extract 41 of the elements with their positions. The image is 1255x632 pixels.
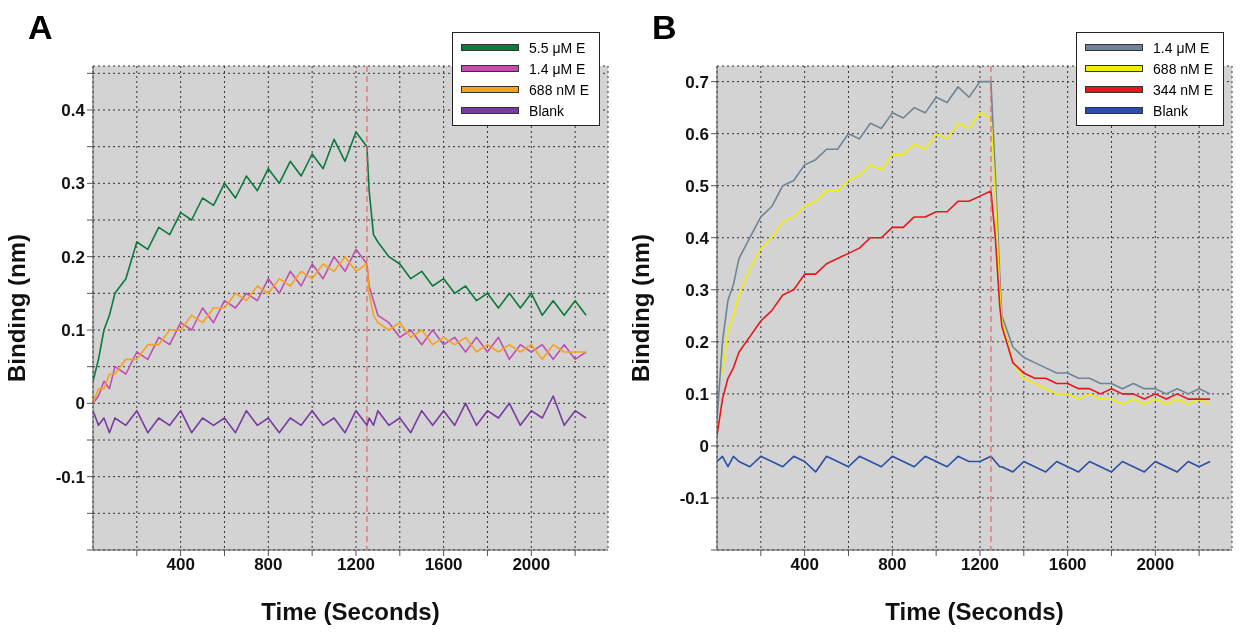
legend-label: 1.4 μM E xyxy=(1153,39,1210,56)
y-tick-label: 0.3 xyxy=(61,174,85,194)
y-tick-label: 0.5 xyxy=(685,176,709,196)
y-tick-label: -0.1 xyxy=(679,488,709,508)
x-tick-label: 1200 xyxy=(961,555,999,575)
y-tick-label: 0.7 xyxy=(685,72,709,92)
y-tick-label: 0.4 xyxy=(685,228,710,248)
x-tick-label: 1200 xyxy=(337,555,375,575)
line-series xyxy=(717,455,1211,473)
y-axis-title: Binding (nm) xyxy=(626,234,654,382)
legend-label: 344 nM E xyxy=(1153,81,1213,98)
legend-label: Blank xyxy=(529,102,565,119)
y-tick-label: 0.4 xyxy=(61,101,86,121)
legend-label: 688 nM E xyxy=(1153,60,1213,77)
y-tick-label: 0 xyxy=(699,436,709,456)
chart-title: A xyxy=(28,8,53,47)
legend-label: 688 nM E xyxy=(529,81,589,98)
legend-label: 1.4 μM E xyxy=(529,60,586,77)
y-tick-label: 0.2 xyxy=(61,247,85,267)
x-tick-label: 1600 xyxy=(1048,555,1087,575)
legend-label: Blank xyxy=(1153,102,1189,119)
y-axis-title: Binding (nm) xyxy=(2,234,30,382)
x-tick-label: 2000 xyxy=(512,555,551,575)
x-axis-title: Time (Seconds) xyxy=(261,598,440,625)
x-tick-label: 1600 xyxy=(424,555,463,575)
y-tick-label: 0.1 xyxy=(61,321,85,341)
line-series xyxy=(93,395,587,434)
x-tick-label: 800 xyxy=(878,555,907,575)
chart-title: B xyxy=(652,8,677,47)
x-axis-title: Time (Seconds) xyxy=(885,598,1064,625)
x-tick-label: 400 xyxy=(166,555,195,575)
y-tick-label: -0.1 xyxy=(55,467,85,487)
y-tick-label: 0.3 xyxy=(685,280,709,300)
y-tick-label: 0 xyxy=(75,394,85,414)
legend-label: 5.5 μM E xyxy=(529,39,586,56)
x-tick-label: 2000 xyxy=(1136,555,1175,575)
y-tick-label: 0.1 xyxy=(685,384,709,404)
x-tick-label: 800 xyxy=(254,555,283,575)
x-tick-label: 400 xyxy=(790,555,819,575)
y-tick-label: 0.2 xyxy=(685,332,709,352)
y-tick-label: 0.6 xyxy=(685,124,709,144)
